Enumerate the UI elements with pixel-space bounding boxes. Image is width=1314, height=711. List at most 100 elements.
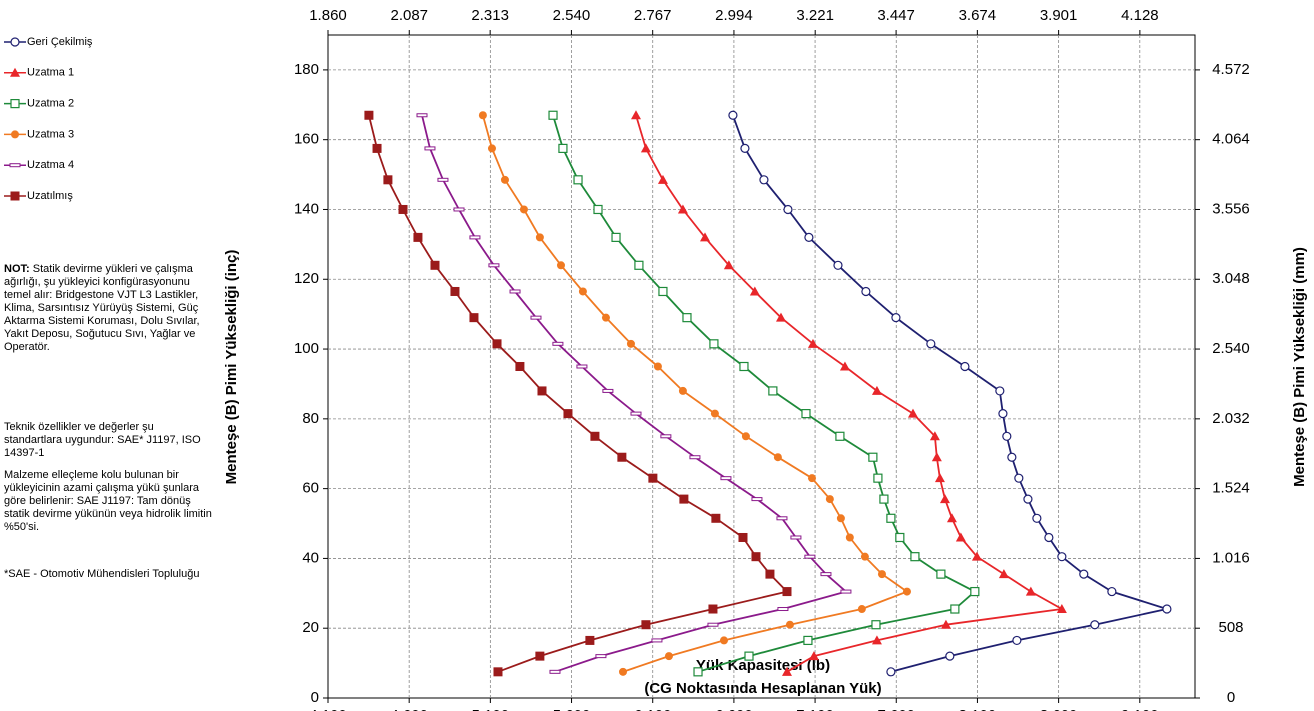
y2-tick-label: 4.572: [1212, 61, 1250, 78]
marker: [934, 473, 945, 483]
x2-tick-label: 4.128: [1121, 7, 1159, 24]
marker: [803, 635, 813, 646]
marker: [877, 570, 886, 579]
x-tick-label: 5.100: [472, 707, 510, 711]
marker: [573, 175, 583, 185]
y-tick-label: 0: [311, 689, 319, 706]
marker: [759, 175, 769, 185]
marker: [998, 569, 1009, 579]
legend-label: Uzatma 2: [27, 98, 74, 110]
marker: [548, 110, 558, 120]
marker: [777, 607, 789, 612]
marker: [535, 233, 544, 242]
y2-tick-label: 3.048: [1212, 270, 1250, 287]
legend-label: Uzatma 3: [27, 128, 74, 140]
marker: [424, 146, 436, 151]
marker: [939, 494, 950, 504]
marker: [682, 313, 692, 323]
note: Malzeme elleçleme kolu bulunan bir yükle…: [4, 469, 212, 533]
marker: [595, 654, 607, 659]
marker: [509, 289, 521, 294]
marker: [960, 361, 970, 372]
y2-tick-label: 1.016: [1212, 549, 1250, 566]
marker: [902, 587, 911, 596]
marker: [626, 339, 635, 348]
y2-tick-label: 2.032: [1212, 410, 1250, 427]
marker: [1057, 552, 1067, 562]
marker: [840, 589, 852, 594]
x-axis-subtitle: (CG Noktasında Hesaplanan Yük): [644, 680, 881, 697]
marker: [413, 232, 423, 242]
marker: [10, 37, 20, 47]
marker: [719, 636, 728, 645]
y-tick-label: 40: [302, 549, 319, 566]
marker: [783, 204, 793, 215]
marker: [1012, 635, 1022, 646]
marker: [576, 364, 588, 369]
marker: [710, 409, 719, 418]
marker: [861, 286, 871, 297]
y2-tick-label: 0: [1227, 689, 1235, 706]
marker: [469, 235, 481, 240]
marker: [871, 635, 882, 645]
series-line: [552, 115, 976, 673]
series-line: [421, 115, 847, 673]
marker: [825, 495, 834, 504]
marker: [1007, 452, 1017, 462]
marker: [552, 341, 564, 346]
marker: [820, 572, 832, 577]
x2-tick-label: 1.860: [309, 7, 347, 24]
marker: [886, 513, 896, 523]
marker: [835, 431, 845, 441]
x2-tick-label: 3.221: [796, 7, 834, 24]
marker: [1079, 569, 1089, 579]
y-tick-label: 120: [294, 270, 319, 287]
y-tick-label: 180: [294, 61, 319, 78]
series-line: [635, 115, 1063, 673]
marker: [519, 205, 528, 214]
series-line: [482, 115, 908, 673]
marker: [891, 313, 901, 323]
marker: [751, 497, 763, 502]
marker: [453, 207, 465, 212]
marker: [1090, 620, 1100, 630]
legend-label: Uzatma 1: [27, 67, 74, 79]
marker: [493, 667, 503, 677]
marker: [910, 552, 920, 562]
marker: [720, 476, 732, 481]
marker: [500, 175, 509, 184]
y2-axis-title: Menteşe (B) Pimi Yüksekliği (mm): [1291, 247, 1308, 487]
legend-label: Uzatılmış: [27, 190, 73, 202]
x-tick-label: 5.600: [553, 707, 591, 711]
marker: [664, 652, 673, 661]
marker: [611, 232, 621, 242]
marker: [641, 620, 651, 630]
legend-label: Geri Çekilmiş: [27, 36, 93, 48]
marker: [776, 516, 788, 521]
marker: [839, 361, 850, 371]
y-tick-label: 140: [294, 200, 319, 217]
marker: [535, 651, 545, 661]
marker: [886, 667, 896, 677]
marker: [593, 204, 603, 215]
marker: [430, 260, 440, 270]
marker: [530, 315, 542, 320]
marker: [478, 111, 487, 120]
marker: [790, 535, 802, 540]
marker: [955, 532, 966, 542]
marker: [1032, 513, 1042, 523]
marker: [926, 339, 936, 349]
marker: [699, 232, 710, 242]
marker: [931, 452, 942, 462]
marker: [741, 432, 750, 441]
marker: [998, 409, 1008, 419]
x2-tick-label: 3.901: [1040, 7, 1078, 24]
marker: [9, 163, 21, 168]
marker: [11, 130, 19, 139]
x-tick-label: 4.100: [309, 707, 347, 711]
marker: [929, 431, 940, 441]
marker: [895, 532, 905, 543]
marker: [450, 286, 460, 296]
x2-tick-label: 2.540: [553, 7, 591, 24]
x-tick-label: 7.100: [796, 707, 834, 711]
